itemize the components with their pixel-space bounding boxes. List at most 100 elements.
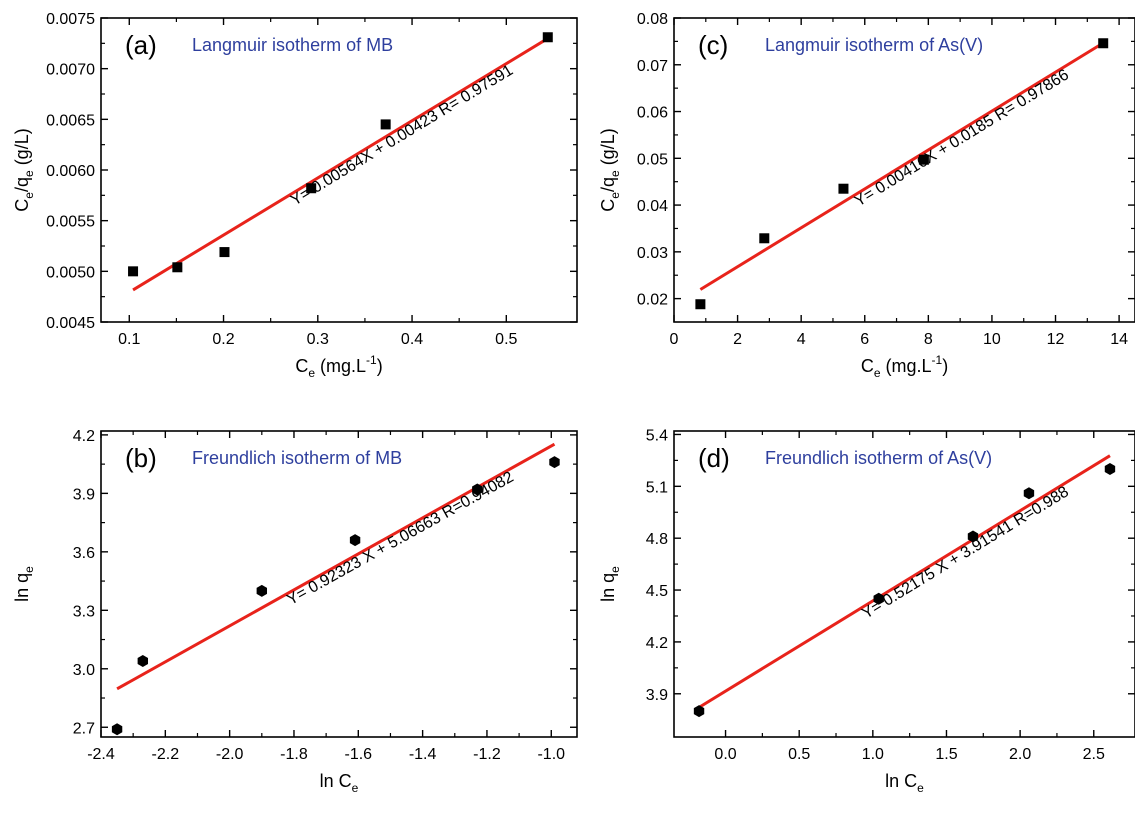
x-tick-label: -1.6 bbox=[345, 746, 373, 763]
data-point bbox=[137, 654, 149, 667]
y-tick-label: 0.05 bbox=[637, 151, 668, 168]
data-point bbox=[967, 530, 979, 543]
y-tick-label: 0.07 bbox=[637, 58, 668, 75]
fit-line bbox=[699, 41, 1104, 291]
y-tick-label: 0.03 bbox=[637, 245, 668, 262]
data-point bbox=[1104, 463, 1116, 476]
y-axis-label: ln qe bbox=[12, 566, 36, 602]
data-point bbox=[693, 705, 705, 718]
y-tick-label: 0.0065 bbox=[46, 112, 95, 129]
y-tick-label: 3.6 bbox=[73, 545, 95, 562]
x-tick-label: 1.0 bbox=[862, 746, 884, 763]
data-point bbox=[380, 119, 391, 130]
y-tick-label: 5.4 bbox=[646, 427, 668, 444]
y-tick-label: 0.08 bbox=[637, 11, 668, 28]
x-axis-label: ln Ce bbox=[320, 771, 359, 795]
fit-line bbox=[116, 442, 556, 691]
data-point bbox=[918, 154, 929, 165]
x-axis-label: Ce (mg.L-1) bbox=[861, 353, 948, 380]
x-tick-label: 12 bbox=[1047, 331, 1065, 348]
data-point bbox=[172, 262, 183, 273]
data-point bbox=[759, 233, 770, 244]
y-tick-label: 3.9 bbox=[646, 687, 668, 704]
plot-frame bbox=[673, 430, 1135, 738]
panel-label: (b) bbox=[125, 443, 157, 473]
y-tick-label: 3.9 bbox=[73, 486, 95, 503]
y-tick-label: 0.0075 bbox=[46, 11, 95, 28]
x-tick-label: 0.5 bbox=[495, 331, 517, 348]
plot-frame bbox=[100, 430, 578, 738]
panel-label: (a) bbox=[125, 30, 157, 60]
chart-title: Freundlich isotherm of As(V) bbox=[765, 448, 992, 468]
x-axis-label: ln Ce bbox=[885, 771, 924, 795]
x-tick-label: 0.5 bbox=[788, 746, 810, 763]
fit-equation: Y= 0.00564X + 0.00423 R= 0.97591 bbox=[288, 62, 516, 210]
y-axis-label: Ce/qe (g/L) bbox=[12, 128, 36, 211]
data-point bbox=[256, 584, 268, 597]
y-tick-label: 0.0045 bbox=[46, 315, 95, 332]
data-point bbox=[695, 299, 706, 310]
fit-line bbox=[132, 37, 549, 292]
x-tick-label: 2.5 bbox=[1083, 746, 1105, 763]
x-tick-label: 0.1 bbox=[118, 331, 140, 348]
data-point bbox=[1098, 38, 1109, 49]
data-point bbox=[549, 456, 560, 469]
y-axis-label: Ce/qe (g/L) bbox=[598, 128, 622, 211]
y-tick-label: 4.2 bbox=[73, 428, 95, 445]
y-tick-label: 4.2 bbox=[646, 635, 668, 652]
y-tick-label: 0.0055 bbox=[46, 214, 95, 231]
x-tick-label: 2.0 bbox=[1009, 746, 1031, 763]
y-tick-label: 5.1 bbox=[646, 479, 668, 496]
y-tick-label: 0.04 bbox=[637, 198, 668, 215]
x-tick-label: 0.0 bbox=[714, 746, 736, 763]
y-axis-label: ln qe bbox=[598, 566, 622, 602]
x-tick-label: 1.5 bbox=[935, 746, 957, 763]
x-tick-label: 14 bbox=[1110, 331, 1128, 348]
fit-equation: Y= 0.92323 X + 5.06663 R=0.94082 bbox=[284, 469, 516, 609]
y-tick-label: 4.5 bbox=[646, 583, 668, 600]
data-point bbox=[219, 247, 230, 258]
x-tick-label: 6 bbox=[860, 331, 869, 348]
fit-equation: Y= 0.52175 X + 3.91541 R=0.988 bbox=[859, 483, 1072, 622]
y-tick-label: 3.3 bbox=[73, 603, 95, 620]
data-point bbox=[1023, 487, 1035, 500]
y-tick-label: 0.02 bbox=[637, 292, 668, 309]
x-tick-label: 8 bbox=[924, 331, 933, 348]
y-tick-label: 0.0060 bbox=[46, 163, 95, 180]
plot-frame bbox=[673, 17, 1135, 323]
x-tick-label: 0.4 bbox=[401, 331, 423, 348]
x-tick-label: 0.2 bbox=[212, 331, 234, 348]
data-point bbox=[128, 266, 139, 277]
chart-title: Langmuir isotherm of As(V) bbox=[765, 35, 983, 55]
x-tick-label: 0 bbox=[670, 331, 679, 348]
y-tick-label: 0.06 bbox=[637, 105, 668, 122]
data-point bbox=[873, 592, 884, 605]
panel-label: (c) bbox=[698, 30, 728, 60]
x-tick-label: 10 bbox=[983, 331, 1001, 348]
x-tick-label: -1.0 bbox=[537, 746, 565, 763]
x-tick-label: 2 bbox=[733, 331, 742, 348]
data-point bbox=[472, 483, 483, 496]
panel-c: 0 2 4 6 8 10 12 14 0.02 0.03 0.04 0.05 0.06 0.07 0.08 Y… bbox=[598, 11, 1135, 380]
x-tick-label: -1.8 bbox=[280, 746, 308, 763]
x-axis-label: Ce (mg.L-1) bbox=[295, 353, 382, 380]
y-tick-label: 0.0070 bbox=[46, 62, 95, 79]
panel-label: (d) bbox=[698, 443, 730, 473]
chart-title: Langmuir isotherm of MB bbox=[192, 35, 393, 55]
chart-title: Freundlich isotherm of MB bbox=[192, 448, 402, 468]
y-tick-label: 2.7 bbox=[73, 720, 95, 737]
x-tick-label: -2.2 bbox=[152, 746, 180, 763]
y-tick-label: 0.0050 bbox=[46, 264, 95, 281]
panel-d: 0.0 0.5 1.0 1.5 2.0 2.5 3.9 4.2 4.5 4.8 5.1 5.4 Y= 0… bbox=[598, 427, 1135, 795]
data-point bbox=[838, 183, 849, 194]
y-tick-label: 3.0 bbox=[73, 662, 95, 679]
x-tick-label: -1.2 bbox=[473, 746, 501, 763]
panel-a: 0.1 0.2 0.3 0.4 0.5 0.0045 0.0050 0.0055 0.0060 0… bbox=[12, 11, 578, 380]
x-tick-label: 0.3 bbox=[307, 331, 329, 348]
data-point bbox=[542, 32, 553, 43]
data-point bbox=[349, 534, 361, 547]
x-tick-label: 4 bbox=[797, 331, 806, 348]
data-point bbox=[111, 723, 123, 736]
x-tick-label: -2.0 bbox=[216, 746, 244, 763]
